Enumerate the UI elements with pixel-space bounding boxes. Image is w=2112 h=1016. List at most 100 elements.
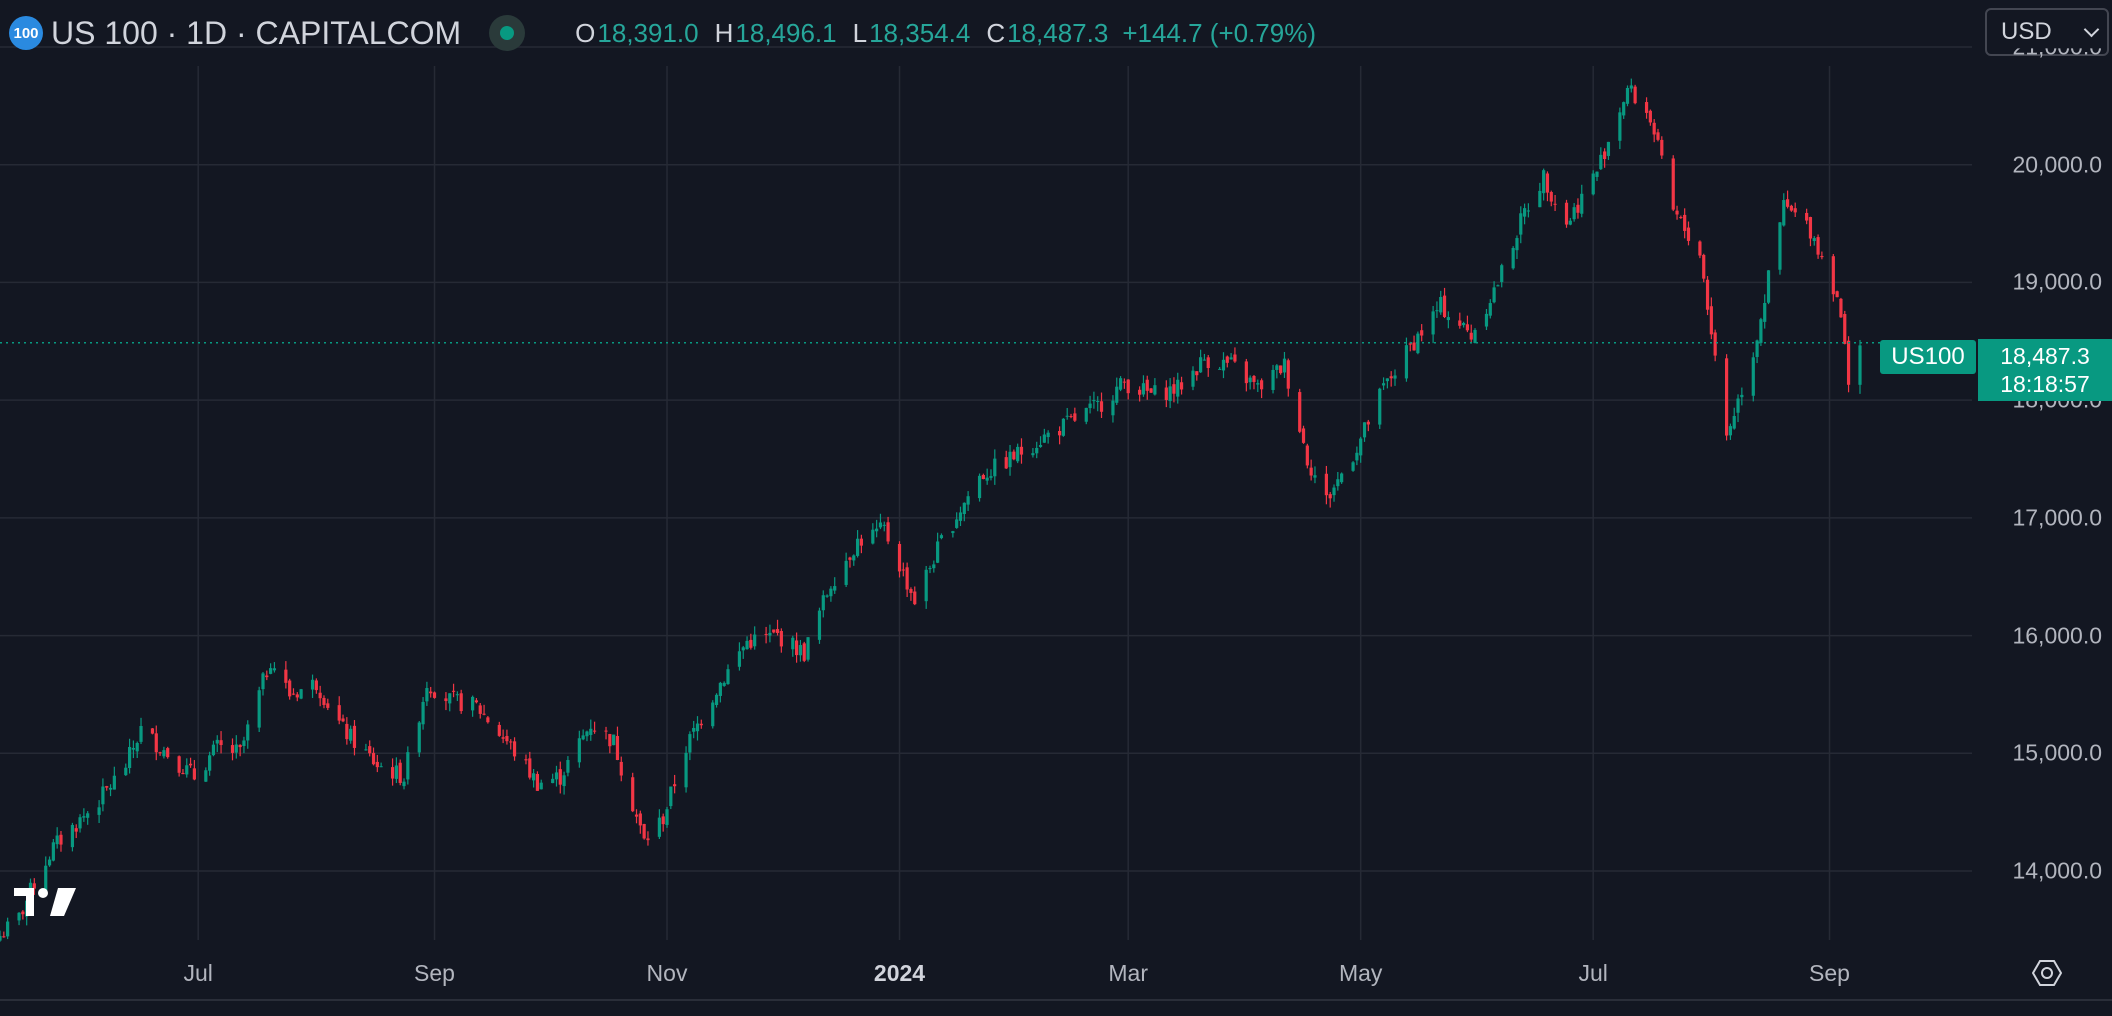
- candle: [1458, 312, 1462, 329]
- candle: [341, 714, 345, 723]
- candle: [1389, 371, 1393, 387]
- candle: [1061, 418, 1066, 437]
- candle: [989, 469, 993, 481]
- symbol-logo-icon[interactable]: 100: [9, 16, 43, 50]
- candle: [1671, 155, 1675, 212]
- candle: [1724, 354, 1729, 441]
- candle: [238, 744, 242, 757]
- candle: [699, 719, 703, 729]
- candle: [772, 629, 776, 634]
- candle: [638, 810, 642, 834]
- candle: [1469, 324, 1473, 344]
- candle: [928, 565, 932, 574]
- candle: [2, 931, 6, 938]
- candle: [448, 693, 452, 712]
- candle: [1843, 310, 1847, 345]
- candle: [1603, 148, 1607, 168]
- candle: [661, 813, 665, 832]
- candle: [764, 626, 768, 644]
- candle: [154, 725, 158, 761]
- candle: [59, 830, 63, 852]
- x-tick-label: Nov: [646, 960, 688, 986]
- candle: [665, 806, 669, 828]
- candle: [444, 692, 448, 711]
- candle: [1778, 221, 1782, 275]
- candle: [657, 809, 661, 840]
- candle: [497, 721, 501, 737]
- candle: [539, 779, 543, 790]
- candle: [909, 587, 913, 601]
- candle: [1340, 472, 1344, 484]
- candle: [619, 756, 623, 782]
- candle: [1172, 377, 1176, 403]
- high-value: 18,496.1: [735, 17, 837, 48]
- candle: [1675, 205, 1679, 220]
- candle: [551, 773, 555, 784]
- candle: [1572, 203, 1576, 222]
- candle: [1538, 182, 1542, 208]
- candle: [577, 730, 581, 768]
- candle: [1698, 240, 1702, 259]
- candle: [398, 759, 402, 786]
- candle: [589, 719, 593, 741]
- candle: [1702, 253, 1706, 283]
- candle: [1591, 170, 1595, 196]
- candle: [1332, 484, 1336, 502]
- candle: [1381, 377, 1386, 390]
- candle: [692, 720, 696, 739]
- candle: [375, 754, 379, 773]
- candle: [246, 720, 250, 749]
- candle: [86, 811, 90, 825]
- symbol-title[interactable]: US 100 · 1D · CAPITALCOM: [51, 14, 462, 51]
- candle: [592, 721, 597, 734]
- candle: [1793, 202, 1797, 218]
- y-tick-label: 17,000.0: [2012, 504, 2102, 531]
- candle: [97, 800, 101, 823]
- x-tick-label: Jul: [1578, 960, 1608, 986]
- candle: [794, 632, 799, 663]
- candle: [684, 746, 688, 793]
- candle: [558, 761, 562, 794]
- candle: [955, 512, 959, 529]
- candle: [257, 686, 261, 732]
- candle: [208, 751, 212, 776]
- candle: [1446, 311, 1450, 329]
- candle: [1385, 378, 1389, 389]
- candle: [562, 771, 566, 795]
- currency-select[interactable]: USD: [1985, 8, 2109, 56]
- candle: [192, 760, 196, 781]
- candle: [1282, 351, 1287, 378]
- market-status-icon[interactable]: [489, 15, 526, 51]
- candle: [1496, 284, 1500, 287]
- candle: [288, 678, 292, 700]
- candle: [230, 738, 235, 761]
- candle: [886, 516, 890, 545]
- y-tick-label: 21,000.0: [2012, 48, 2102, 60]
- candle: [1088, 395, 1092, 414]
- settings-gear-icon[interactable]: [2032, 958, 2062, 988]
- candle: [1542, 168, 1546, 201]
- candle: [1755, 339, 1759, 364]
- candle: [1515, 235, 1519, 259]
- candle: [1362, 422, 1367, 442]
- candle: [451, 683, 456, 698]
- candle: [74, 824, 78, 839]
- low-label: L: [852, 17, 868, 48]
- candle: [501, 729, 505, 744]
- candle: [299, 688, 303, 700]
- candle: [1831, 254, 1835, 302]
- candle: [802, 641, 806, 663]
- x-tick-label: Sep: [1809, 960, 1850, 986]
- tradingview-logo-icon[interactable]: [14, 886, 78, 918]
- candle: [295, 692, 299, 702]
- candle: [585, 730, 589, 742]
- candle: [1580, 184, 1584, 218]
- currency-value: USD: [2001, 18, 2052, 45]
- candle: [1099, 392, 1104, 418]
- candle: [848, 556, 852, 568]
- candle: [817, 607, 822, 644]
- candle: [337, 696, 341, 725]
- x-tick-label: May: [1338, 960, 1383, 986]
- candle: [1286, 358, 1290, 397]
